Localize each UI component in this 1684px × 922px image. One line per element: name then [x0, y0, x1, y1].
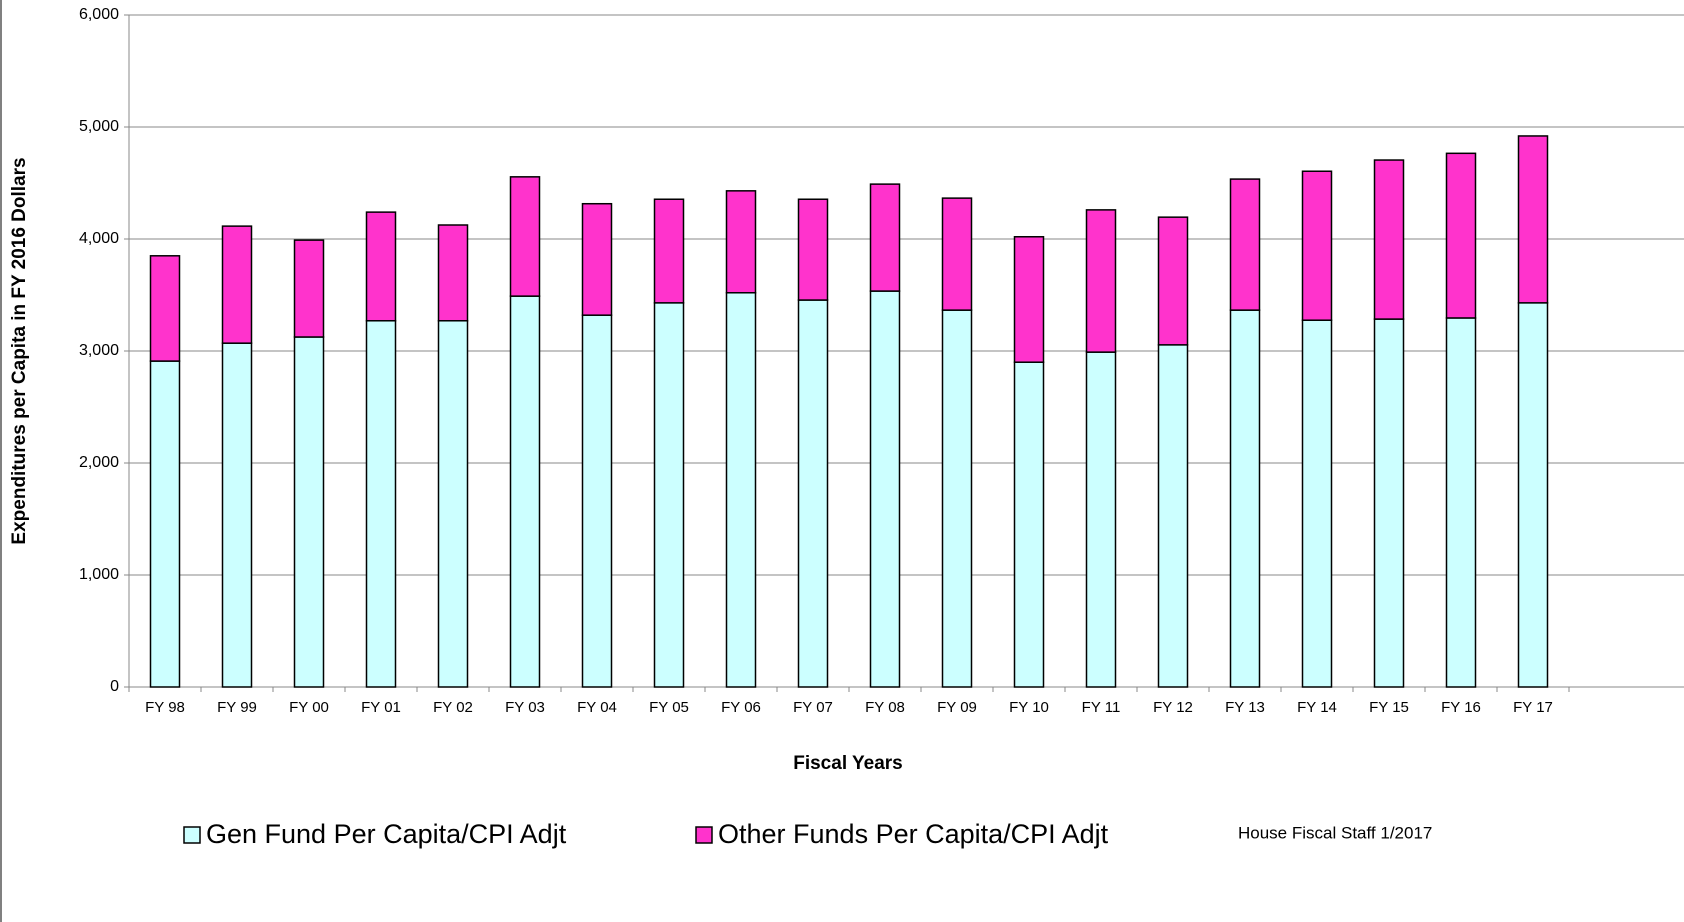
x-tick-label: FY 13: [1225, 699, 1265, 716]
bar-segment: [581, 202, 613, 316]
x-tick-label: FY 08: [865, 699, 905, 716]
y-tick-label: 4,000: [79, 230, 119, 247]
bar-segment: [437, 320, 469, 688]
x-tick-label: FY 12: [1153, 699, 1193, 716]
bar-segment: [149, 255, 181, 362]
bar-segment: [869, 183, 901, 292]
bar-segment: [653, 302, 685, 688]
bar-segment: [1013, 236, 1045, 363]
y-tick-label: 2,000: [79, 454, 119, 471]
y-tick-label: 6,000: [79, 6, 119, 23]
bar-segment: [581, 314, 613, 688]
x-tick-label: FY 06: [721, 699, 761, 716]
bar-segment: [149, 360, 181, 688]
annotation: House Fiscal Staff 1/2017: [1238, 823, 1432, 842]
x-tick-label: FY 14: [1297, 699, 1337, 716]
bar-segment: [1085, 209, 1117, 353]
bar-segment: [1445, 317, 1477, 688]
y-tick-label: 0: [110, 678, 119, 695]
x-tick-label: FY 01: [361, 699, 401, 716]
bar-segment: [1517, 302, 1549, 688]
legend-label: Other Funds Per Capita/CPI Adjt: [718, 819, 1109, 849]
bar-segment: [941, 309, 973, 688]
bar-segment: [1085, 351, 1117, 688]
bar-segment: [1229, 178, 1261, 311]
x-tick-label: FY 05: [649, 699, 689, 716]
x-tick-label: FY 00: [289, 699, 329, 716]
x-tick-label: FY 09: [937, 699, 977, 716]
y-axis-label: Expenditures per Capita in FY 2016 Dolla…: [9, 157, 30, 544]
x-tick-label: FY 04: [577, 699, 617, 716]
x-tick-label: FY 98: [145, 699, 185, 716]
bar-segment: [1157, 344, 1189, 688]
bar-segment: [797, 198, 829, 301]
x-axis-label: Fiscal Years: [793, 753, 903, 774]
bar-segment: [509, 295, 541, 688]
bar-segment: [1445, 152, 1477, 319]
x-tick-label: FY 15: [1369, 699, 1409, 716]
bar-segment: [725, 190, 757, 294]
x-tick-label: FY 16: [1441, 699, 1481, 716]
bar-segment: [1301, 170, 1333, 321]
x-tick-label: FY 10: [1009, 699, 1049, 716]
x-tick-label: FY 02: [433, 699, 473, 716]
bar-segment: [221, 342, 253, 688]
legend-swatch: [695, 826, 713, 844]
bar-segment: [365, 211, 397, 322]
bar-segment: [293, 336, 325, 688]
bar-segment: [1157, 216, 1189, 346]
bar-segment: [653, 198, 685, 304]
x-tick-label: FY 07: [793, 699, 833, 716]
legend-swatch: [183, 826, 201, 844]
bar-segment: [1517, 135, 1549, 304]
bar-segment: [725, 292, 757, 688]
bar-segment: [797, 299, 829, 688]
y-tick-label: 3,000: [79, 342, 119, 359]
x-tick-label: FY 17: [1513, 699, 1553, 716]
bar-segment: [1301, 319, 1333, 688]
y-tick-label: 5,000: [79, 118, 119, 135]
y-tick-label: 1,000: [79, 566, 119, 583]
bar-segment: [1373, 318, 1405, 688]
bar-segment: [365, 320, 397, 688]
bar-segment: [293, 239, 325, 338]
bar-segment: [869, 290, 901, 688]
bar-segment: [509, 176, 541, 297]
bar-segment: [1229, 309, 1261, 688]
x-tick-label: FY 99: [217, 699, 257, 716]
bar-segment: [437, 224, 469, 322]
x-tick-label: FY 03: [505, 699, 545, 716]
bar-segment: [1013, 361, 1045, 688]
bar-segment: [221, 225, 253, 344]
legend-label: Gen Fund Per Capita/CPI Adjt: [206, 819, 567, 849]
bar-segment: [1373, 159, 1405, 320]
bar-segment: [941, 197, 973, 311]
x-tick-label: FY 11: [1082, 699, 1121, 716]
